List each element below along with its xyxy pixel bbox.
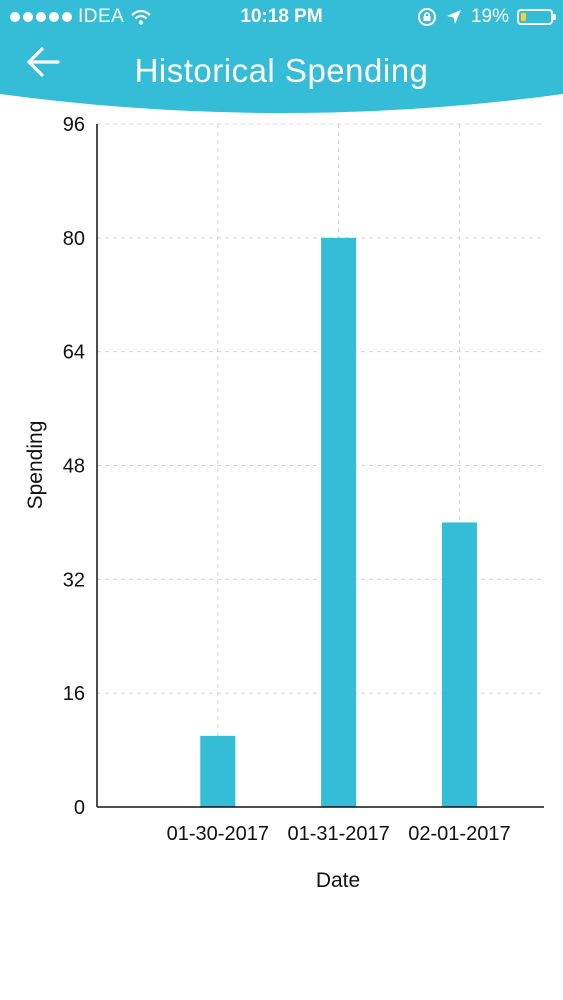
app-header: IDEA 10:18 PM 19% bbox=[0, 0, 563, 118]
page-title: Historical Spending bbox=[134, 52, 429, 89]
grid-lines bbox=[97, 123, 544, 807]
y-tick-labels: 0 16 32 48 64 80 96 bbox=[63, 114, 85, 819]
y-tick-label: 16 bbox=[63, 683, 85, 705]
y-axis-title: Spending bbox=[24, 421, 47, 510]
x-tick-label: 02-01-2017 bbox=[408, 823, 510, 845]
wifi-icon bbox=[131, 9, 152, 25]
status-left: IDEA bbox=[10, 6, 152, 28]
bars bbox=[200, 237, 477, 808]
battery-fill bbox=[521, 13, 526, 21]
y-tick-label: 80 bbox=[63, 228, 85, 250]
back-button[interactable] bbox=[24, 42, 64, 82]
header-background bbox=[0, 0, 563, 113]
bar-02-01-2017 bbox=[441, 522, 477, 807]
status-bar: IDEA 10:18 PM 19% bbox=[0, 0, 563, 36]
x-axis-title: Date bbox=[316, 869, 360, 892]
x-tick-label: 01-31-2017 bbox=[287, 823, 389, 845]
location-arrow-icon bbox=[446, 10, 461, 24]
bar-01-30-2017 bbox=[200, 735, 236, 807]
y-tick-label: 96 bbox=[63, 114, 85, 136]
x-tick-labels: 01-30-2017 01-31-2017 02-01-2017 bbox=[167, 823, 511, 845]
carrier-name: IDEA bbox=[78, 6, 125, 27]
y-tick-label: 32 bbox=[63, 569, 85, 591]
y-tick-label: 48 bbox=[63, 456, 85, 478]
status-time: 10:18 PM bbox=[240, 6, 323, 27]
y-tick-label: 0 bbox=[74, 797, 85, 819]
arrow-left-icon bbox=[27, 47, 60, 77]
battery-percent: 19% bbox=[470, 6, 509, 27]
status-right: 19% bbox=[417, 6, 556, 28]
y-tick-label: 64 bbox=[63, 342, 85, 364]
battery-icon bbox=[517, 9, 556, 25]
bar-01-31-2017 bbox=[321, 237, 357, 808]
x-tick-label: 01-30-2017 bbox=[167, 823, 269, 845]
rotation-lock-icon bbox=[417, 8, 436, 26]
signal-dots-icon bbox=[10, 12, 72, 22]
axes bbox=[96, 124, 544, 808]
